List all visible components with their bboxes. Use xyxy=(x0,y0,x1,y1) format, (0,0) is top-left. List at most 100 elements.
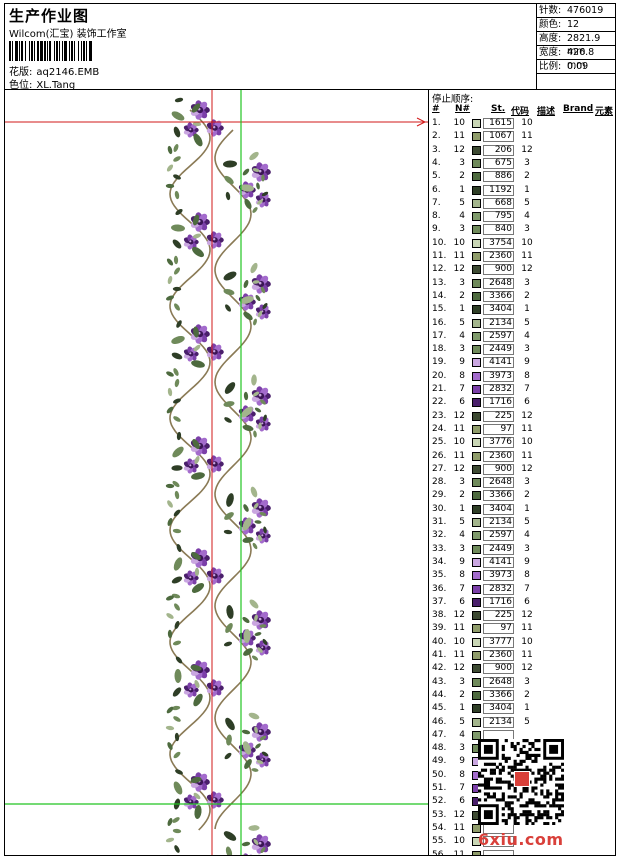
leaf xyxy=(192,233,202,239)
stop-index: 36. xyxy=(432,583,447,594)
stop-index: 53. xyxy=(432,809,447,820)
leaf xyxy=(241,729,251,735)
stop-sequence: 停止顺序: # N# St. 代码 描述 Brand 元素 1. 10 1615 10 2. 11 10… xyxy=(429,90,615,855)
color-swatch xyxy=(472,544,481,554)
stop-needle: 6 xyxy=(459,596,465,607)
leaf xyxy=(223,641,233,647)
leaf xyxy=(226,734,232,746)
leaf xyxy=(253,839,259,845)
stop-row: 2. 11 1067 11 xyxy=(429,130,615,143)
leaf xyxy=(173,255,179,265)
stat-row: 针数: 476019 xyxy=(537,4,615,18)
stop-needle: 11 xyxy=(453,450,465,461)
leaf xyxy=(191,583,205,593)
stop-needle: 10 xyxy=(453,237,465,248)
stop-stitches: 3366 xyxy=(483,490,514,502)
stop-index: 32. xyxy=(432,530,447,541)
leaf xyxy=(192,214,200,226)
flower xyxy=(206,567,224,585)
stop-index: 16. xyxy=(432,317,447,328)
page-title: 生产作业图 xyxy=(9,7,90,25)
leaf xyxy=(171,111,185,121)
column-header: # xyxy=(432,104,440,114)
stop-index: 34. xyxy=(432,556,447,567)
qr-code-icon xyxy=(478,739,564,825)
leaf xyxy=(262,303,268,309)
stop-row: 28. 3 2648 3 xyxy=(429,476,615,489)
leaf xyxy=(171,705,181,711)
design-preview xyxy=(5,90,429,855)
stop-needle: 3 xyxy=(459,477,465,488)
leaf xyxy=(174,303,180,311)
stop-index: 54. xyxy=(432,822,447,833)
stop-index: 25. xyxy=(432,437,447,448)
leaf xyxy=(191,552,201,560)
stop-needle: 11 xyxy=(453,849,465,856)
leaf xyxy=(166,595,174,601)
leaf xyxy=(173,398,181,404)
colorway-value: XL.Tang xyxy=(36,80,76,91)
stop-stitches: 3754 xyxy=(483,237,514,249)
stop-needle: 4 xyxy=(459,330,465,341)
vine xyxy=(214,129,252,830)
stop-needle: 11 xyxy=(453,251,465,261)
stop-row: 34. 9 4141 9 xyxy=(429,556,615,569)
stop-needle: 3 xyxy=(459,743,465,754)
leaf xyxy=(250,486,258,498)
leaf xyxy=(252,168,260,172)
leaf xyxy=(167,818,173,826)
color-swatch xyxy=(472,198,481,208)
stop-row: 23. 12 225 12 xyxy=(429,410,615,423)
leaf xyxy=(224,417,232,423)
flower xyxy=(183,682,199,698)
stop-index: 17. xyxy=(432,330,447,341)
stop-index: 19. xyxy=(432,357,447,368)
leaf xyxy=(193,344,201,352)
stop-index: 5. xyxy=(432,171,441,182)
stop-row: 35. 8 3973 8 xyxy=(429,569,615,582)
stop-stitches: 2134 xyxy=(483,317,514,329)
leaf xyxy=(243,279,249,289)
stop-row: 56. 11 xyxy=(429,849,615,856)
column-header: N# xyxy=(455,104,471,114)
leaf xyxy=(253,318,257,326)
stop-stitches: 795 xyxy=(483,211,514,223)
leaf xyxy=(242,741,252,755)
leaf xyxy=(173,557,183,571)
leaf xyxy=(242,537,254,543)
leaf xyxy=(223,160,237,168)
leaf xyxy=(256,182,260,190)
flower xyxy=(251,162,271,182)
leaf xyxy=(252,542,258,550)
stop-needle: 8 xyxy=(459,370,465,381)
leaf xyxy=(172,286,182,292)
stop-stitches: 675 xyxy=(483,157,514,169)
leaf xyxy=(194,805,202,819)
production-sheet: 生产作业图 Wilcom(汇宝) 装饰工作室 花版: aq2146.EMB 色位:… xyxy=(4,3,616,856)
stop-code: 5 xyxy=(524,317,530,328)
flower xyxy=(183,346,199,362)
stop-index: 35. xyxy=(432,570,447,581)
leaf xyxy=(243,504,249,512)
stop-stitches: 2360 xyxy=(483,650,514,661)
stop-stitches: 900 xyxy=(483,264,514,276)
color-swatch xyxy=(472,464,481,474)
leaf xyxy=(166,258,174,266)
leaf xyxy=(191,103,201,113)
stop-row: 33. 3 2449 3 xyxy=(429,543,615,556)
stop-code: 4 xyxy=(524,330,530,341)
leaf xyxy=(167,500,173,508)
leaf xyxy=(260,399,266,405)
stop-stitches: 3777 xyxy=(483,636,514,648)
color-swatch xyxy=(472,278,481,288)
stop-index: 9. xyxy=(432,224,441,235)
stop-code: 12 xyxy=(521,663,533,674)
leaf xyxy=(254,726,258,734)
stop-code: 4 xyxy=(524,530,530,541)
stat-label: 颜色: xyxy=(539,19,562,30)
flower xyxy=(255,416,271,432)
stop-row: 3. 12 206 12 xyxy=(429,144,615,157)
stop-stitches: 900 xyxy=(483,663,514,675)
column-header: Brand xyxy=(563,104,594,114)
stats-panel: 针数: 476019 颜色: 12 高度: 2821.9 mm 宽度: 426.8 mm 比例:… xyxy=(537,4,615,90)
